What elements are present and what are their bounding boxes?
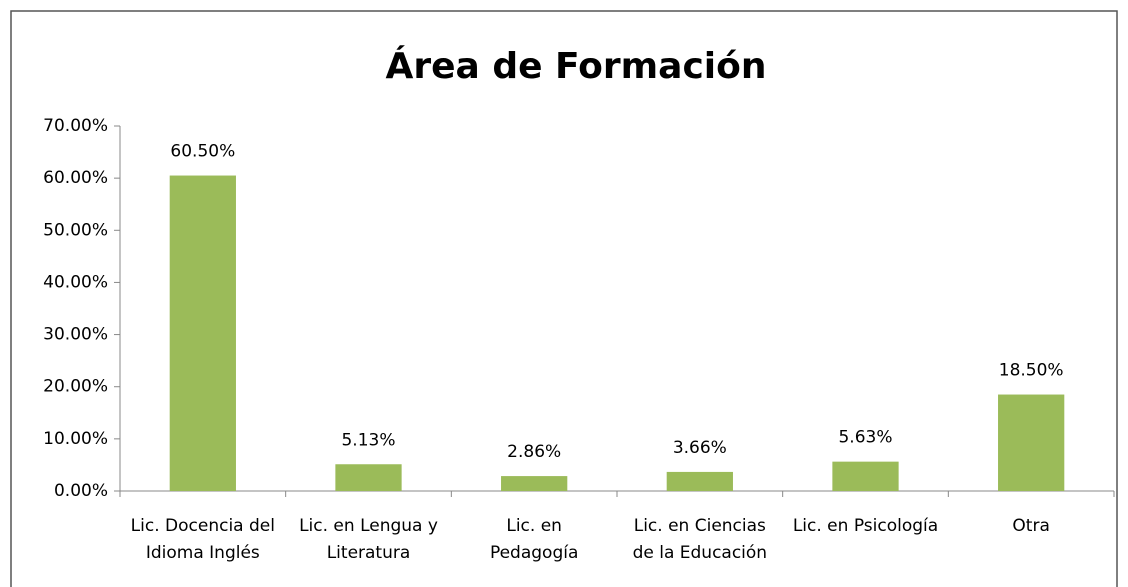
bar	[666, 471, 733, 491]
bar	[998, 394, 1065, 491]
data-label: 60.50%	[170, 142, 235, 162]
y-tick-label: 50.00%	[43, 220, 108, 240]
bar	[335, 464, 402, 491]
y-tick-label: 20.00%	[43, 377, 108, 397]
data-label: 3.66%	[673, 438, 727, 458]
x-tick-label: Otra	[1012, 516, 1050, 536]
x-tick-label: Lic. Docencia del Idioma Inglés	[130, 516, 275, 563]
data-label: 5.63%	[838, 428, 892, 448]
x-tick-label: Lic. en Pedagogía	[489, 516, 579, 563]
data-label: 18.50%	[999, 361, 1064, 381]
y-tick-label: 60.00%	[43, 168, 108, 188]
bar	[832, 461, 899, 491]
y-tick-label: 0.00%	[54, 481, 108, 501]
x-tick-label: Lic. en Lengua y Literatura	[299, 516, 438, 563]
y-tick-label: 70.00%	[43, 116, 108, 136]
bar	[169, 175, 236, 492]
data-label: 2.86%	[507, 442, 561, 462]
chart-title: Área de Formación	[385, 45, 766, 87]
y-tick-label: 30.00%	[43, 325, 108, 345]
y-tick-label: 40.00%	[43, 272, 108, 292]
y-tick-label: 10.00%	[43, 429, 108, 449]
x-tick-label: Lic. en Ciencias de la Educación	[632, 516, 768, 563]
x-tick-label: Lic. en Psicología	[792, 516, 939, 536]
data-label: 5.13%	[341, 430, 395, 450]
bar	[501, 476, 568, 491]
